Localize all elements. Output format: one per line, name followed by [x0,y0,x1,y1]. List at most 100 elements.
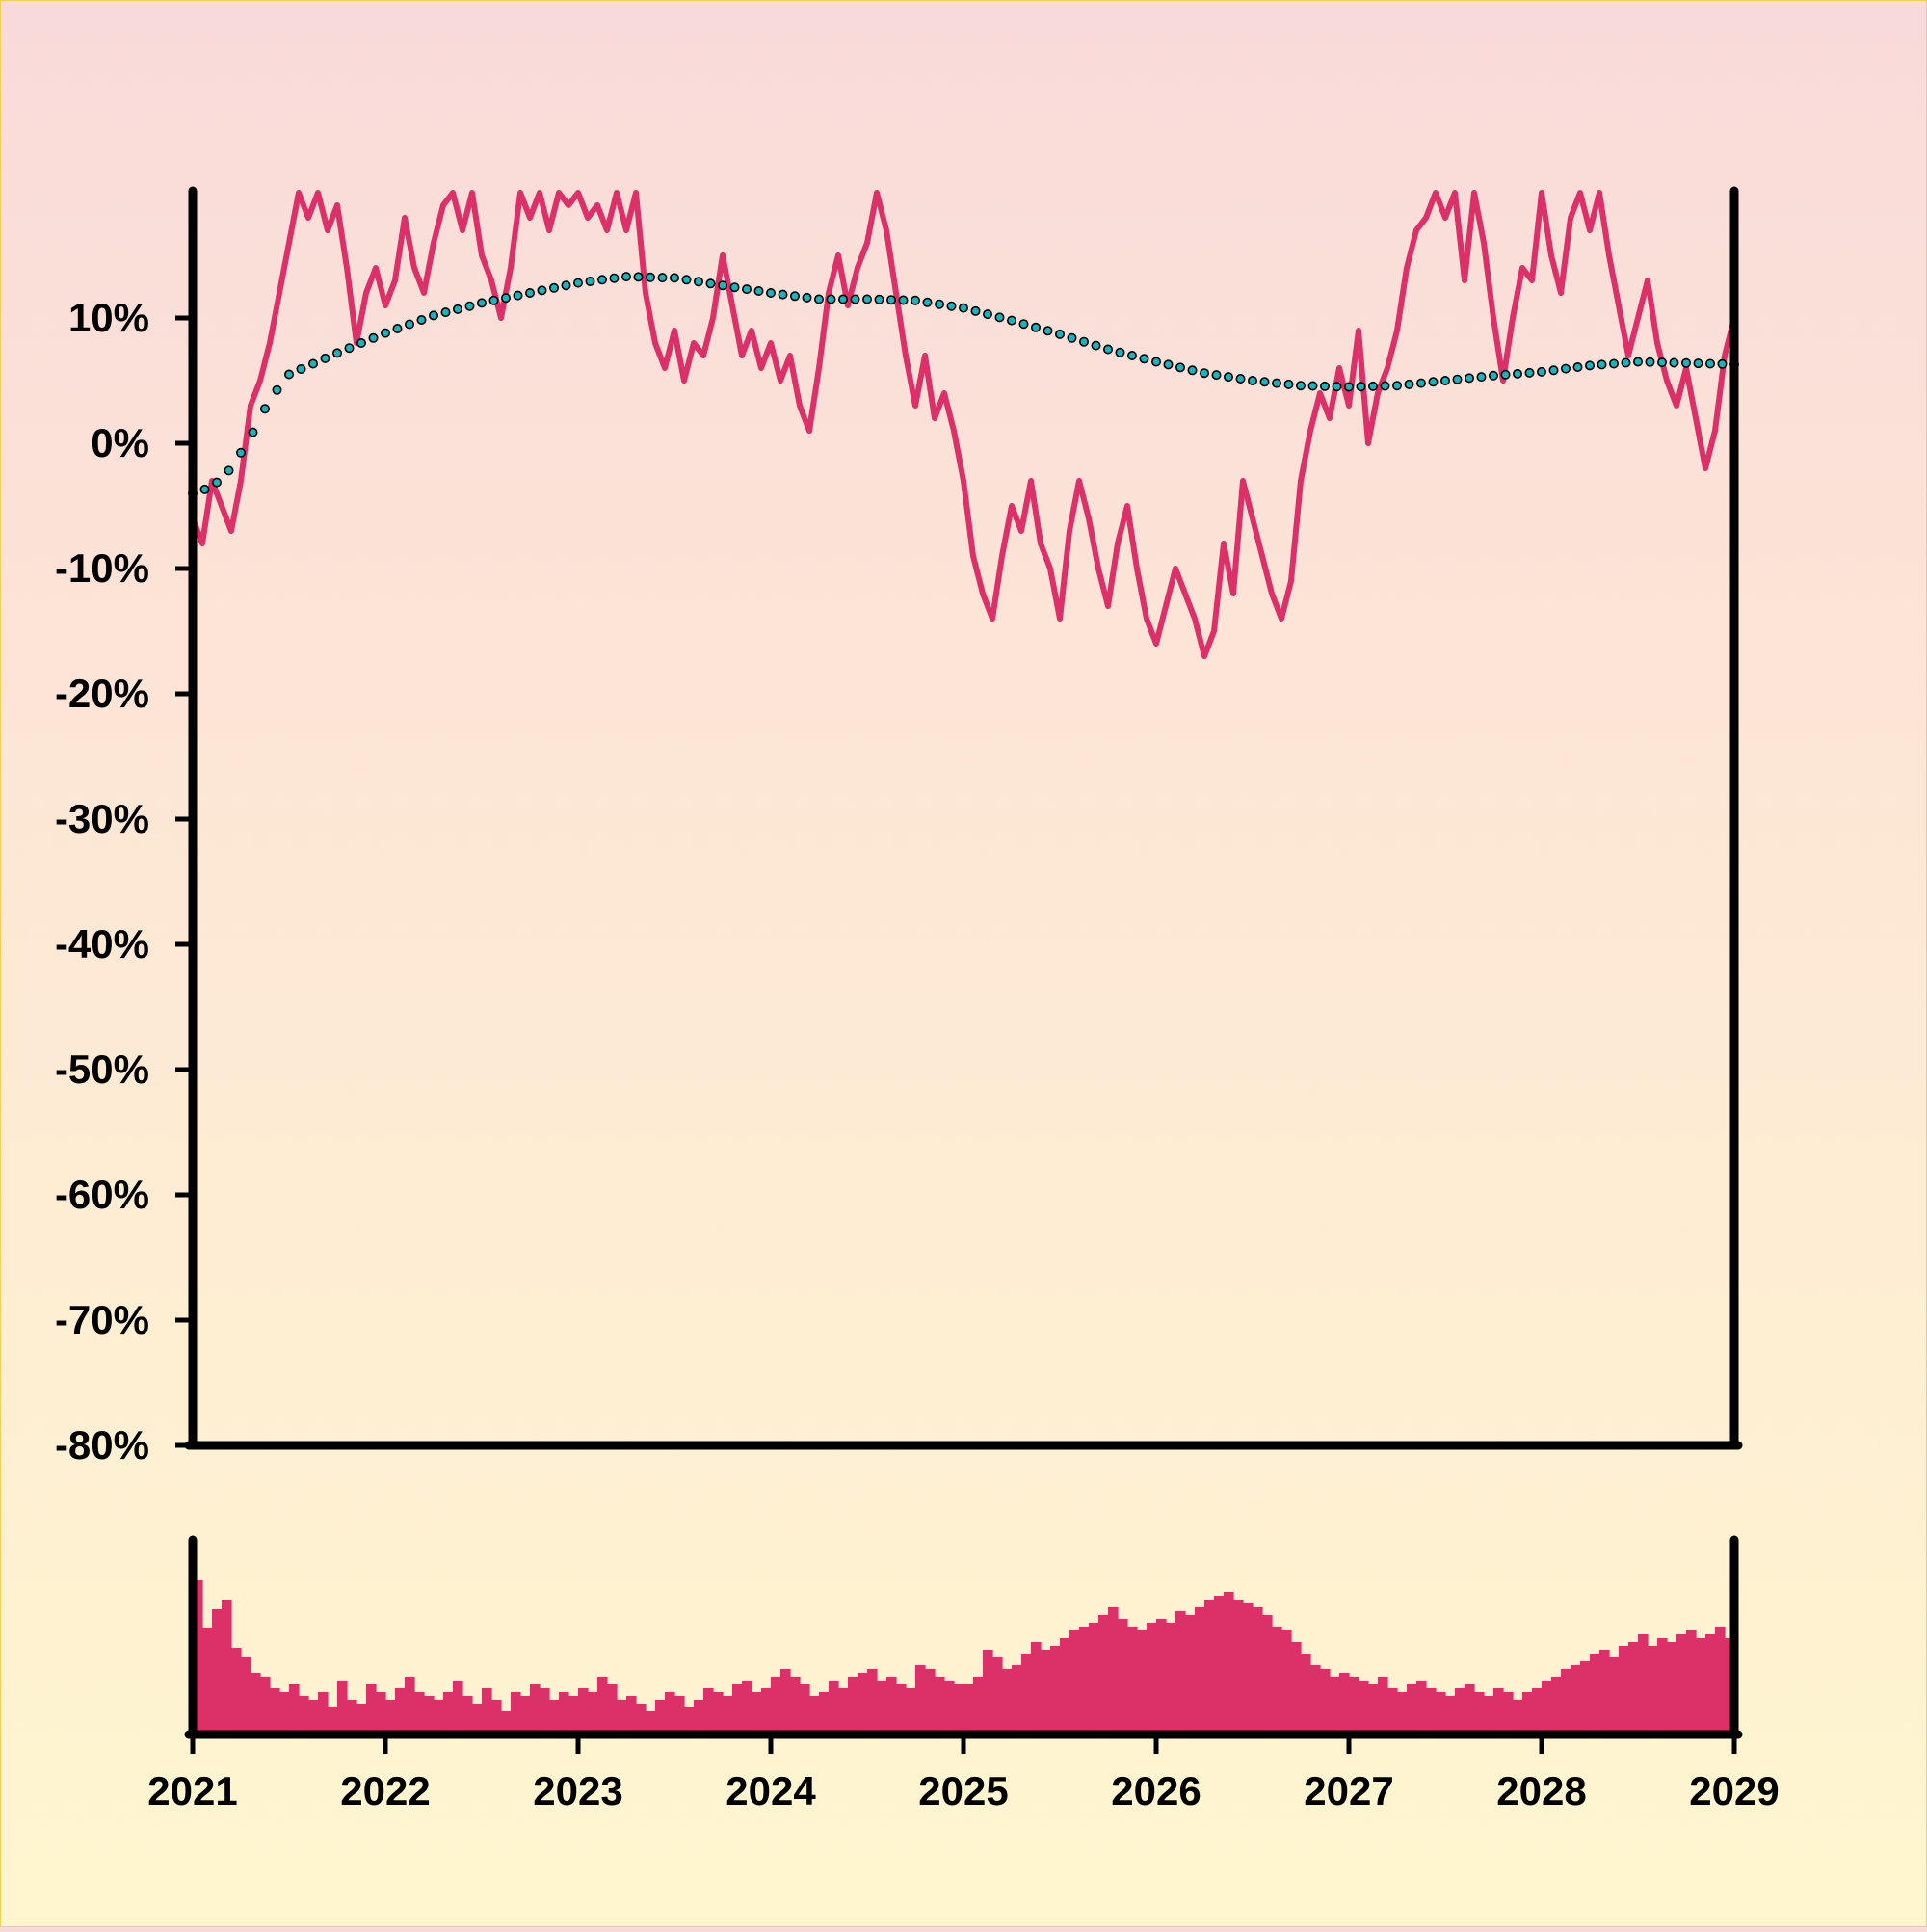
trend-dot [1356,382,1366,392]
volume-bar [1436,1692,1446,1734]
volume-bar [877,1681,887,1734]
trend-dot [1452,374,1463,384]
x-tick-label: 2028 [1496,1768,1586,1813]
volume-bar [646,1711,656,1734]
trend-dot [1572,361,1583,372]
trend-dot [681,275,692,285]
trend-dot [934,299,944,309]
volume-bar [713,1692,724,1734]
volume-bar [1060,1638,1070,1734]
volume-bar [472,1704,483,1734]
trend-dot [729,282,740,293]
trend-dot [850,294,860,304]
volume-bar [1281,1630,1292,1734]
trend-dot [922,297,933,307]
volume-bar [1224,1592,1234,1734]
trend-dot [898,295,909,305]
volume-bar [414,1692,425,1734]
trend-dot [1151,357,1162,367]
volume-bar [1493,1688,1504,1734]
trend-dot [789,291,800,302]
volume-panel: 2021 2022 2023 2024 2025 2026 2027 2028 2029 [147,1535,1780,1813]
volume-bar [1310,1665,1321,1734]
trend-dot [513,290,523,301]
trend-dot [970,305,981,316]
volume-bar [1349,1677,1359,1734]
trend-dot [1248,375,1258,385]
volume-bar [337,1681,348,1734]
volume-bar [1272,1627,1282,1734]
volume-bar [838,1688,849,1734]
trend-dot [620,272,631,282]
trend-dot [1200,368,1210,379]
volume-bar [1705,1634,1716,1734]
y-tick-label: -10% [55,545,149,591]
volume-bar [559,1692,569,1734]
trend-dot [861,294,872,304]
volume-bar [347,1700,357,1734]
volume-bar [867,1669,878,1734]
volume-bar [983,1650,993,1734]
trend-dot [224,465,234,476]
trend-dot [1597,359,1607,370]
volume-bar [607,1684,618,1734]
volume-bar [1166,1623,1176,1734]
volume-bar [1320,1669,1331,1734]
volume-bar [1503,1692,1514,1734]
volume-bar [732,1684,743,1734]
trend-dot [1524,367,1535,378]
trend-dot [596,275,607,285]
volume-bar [992,1657,1003,1734]
volume-bar [780,1669,791,1734]
trend-dot [669,273,679,283]
volume-bar [1455,1688,1465,1734]
volume-bar [626,1696,637,1734]
volume-bar [1002,1669,1013,1734]
volume-bar [636,1704,647,1734]
trend-dot [548,282,559,293]
y-tick-label: -80% [55,1422,149,1468]
volume-bar [1291,1642,1302,1734]
trend-dot [1657,357,1668,368]
trend-dot [657,273,668,283]
trend-dot [1091,340,1101,351]
trend-dot [416,314,427,325]
volume-bar [1339,1673,1350,1734]
trend-dot [1018,319,1029,330]
volume-bar [568,1696,579,1734]
trend-dot [837,294,848,304]
volume-bar [1580,1661,1591,1734]
volume-bar [1465,1684,1475,1734]
volume-bar [1243,1603,1254,1734]
trend-dot [1211,370,1222,381]
trend-dot [693,277,703,287]
trend-dot [272,384,282,395]
volume-bar [800,1684,810,1734]
trend-dot [958,303,968,313]
volume-bar [829,1681,839,1734]
volume-bar [1725,1638,1735,1734]
y-axis-ticks: 10% 0% -10% -20% -30% -40% -50% -60% -70% -80% [55,295,193,1468]
volume-bar [1175,1611,1186,1734]
trend-dot [910,295,920,305]
trend-dot [1416,378,1427,388]
volume-bar [308,1700,319,1734]
volume-bar [1185,1615,1196,1734]
trend-dot [633,272,644,282]
trend-dot [1476,372,1487,383]
trend-dot [1007,315,1017,326]
volume-bar [434,1700,444,1734]
trend-dot [1139,354,1149,364]
volume-bar [385,1700,396,1734]
trend-dot [572,278,583,288]
volume-bar [1204,1600,1215,1734]
volume-bar [1638,1634,1649,1734]
trend-dot [1283,379,1294,389]
volume-bar [694,1700,704,1734]
trend-dot [1067,332,1077,343]
trend-dot [440,307,451,318]
volume-bar [212,1609,223,1734]
trend-dot [645,272,655,282]
x-tick-label: 2026 [1111,1768,1201,1813]
